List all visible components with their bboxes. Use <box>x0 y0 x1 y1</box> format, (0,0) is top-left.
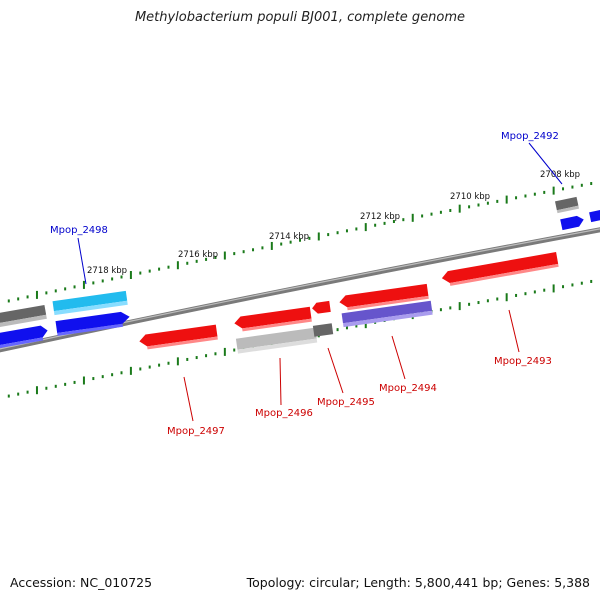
gene-label-mpop-2497[interactable]: Mpop_2497 <box>167 426 225 437</box>
gene-label-mpop-2493[interactable]: Mpop_2493 <box>494 356 552 367</box>
gene-feature-mpop-2498[interactable] <box>52 290 128 316</box>
genome-backbone <box>0 227 600 353</box>
tick-label-2718: 2718 kbp <box>87 266 127 276</box>
gene-feature-left-blue[interactable] <box>0 325 49 350</box>
gene-feature-edge-blue[interactable] <box>589 209 600 223</box>
gene-feature-blue-2499[interactable] <box>55 311 131 336</box>
gene-feature-mpop-2494-red[interactable] <box>339 283 429 311</box>
forward-strand-track <box>0 196 600 350</box>
gene-label-mpop-2495[interactable]: Mpop_2495 <box>317 397 375 408</box>
tick-label-2716: 2716 kbp <box>178 250 218 260</box>
tick-label-2708: 2708 kbp <box>540 170 580 180</box>
gene-label-mpop-2494[interactable]: Mpop_2494 <box>379 383 437 394</box>
map-title: Methylobacterium populi BJ001, complete … <box>134 10 466 25</box>
gene-feature-red-2496b[interactable] <box>234 306 312 333</box>
gene-feature-mpop-2492[interactable] <box>560 215 585 231</box>
gene-feature-mpop-2495[interactable] <box>311 300 331 314</box>
gene-feature-mpop-2492-gray[interactable] <box>554 196 580 214</box>
gene-feature-mpop-2497[interactable] <box>139 324 218 351</box>
gene-feature-left-gray[interactable] <box>0 304 47 329</box>
tick-label-2712: 2712 kbp <box>360 212 400 222</box>
gene-label-mpop-2498[interactable]: Mpop_2498 <box>50 225 108 236</box>
genome-summary-text: Topology: circular; Length: 5,800,441 bp… <box>246 575 590 590</box>
gene-feature-mpop-2493[interactable] <box>441 252 559 287</box>
gene-feature-mpop-2496[interactable] <box>235 323 334 354</box>
gene-label-mpop-2496[interactable]: Mpop_2496 <box>255 408 313 419</box>
gene-labels: Mpop_2492 Mpop_2498 Mpop_2493 Mpop_2494 … <box>50 131 563 437</box>
gene-label-mpop-2492[interactable]: Mpop_2492 <box>501 131 559 142</box>
reverse-strand-track <box>139 252 559 354</box>
tick-label-2710: 2710 kbp <box>450 192 490 202</box>
accession-text: Accession: NC_010725 <box>10 575 153 590</box>
outer-tick-track <box>7 182 593 303</box>
kbp-tick-labels: 2718 kbp 2716 kbp 2714 kbp 2712 kbp 2710… <box>87 170 580 276</box>
gene-feature-mpop-2494[interactable] <box>341 300 433 328</box>
tick-label-2714: 2714 kbp <box>269 232 309 242</box>
